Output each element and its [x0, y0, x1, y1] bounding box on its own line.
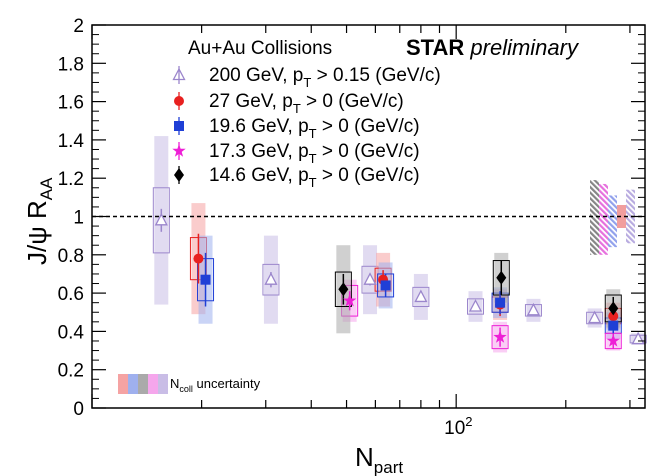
x-tick-label: 102 — [444, 414, 472, 439]
ncoll-legend-swatch — [158, 374, 168, 394]
marker-200-gev — [154, 212, 168, 226]
legend-entry-14-6-gev: 14.6 GeV, pT > 0 (GeV/c) — [209, 165, 420, 190]
marker-17-3-gev — [343, 293, 357, 307]
error-bar-layer — [160, 208, 639, 349]
ncoll-band-200-gev — [626, 189, 635, 244]
ncoll-legend-swatch — [148, 374, 158, 394]
legend-entry-27-gev: 27 GeV, pT > 0 (GeV/c) — [209, 91, 404, 116]
marker-200-gev — [363, 272, 377, 285]
sys-box-200-gev — [412, 286, 430, 308]
ncoll-legend-swatch — [128, 374, 138, 394]
y-tick-label: 0.6 — [58, 284, 84, 305]
ncoll-band-27-gev — [617, 205, 626, 228]
legend-entry-200-gev: 200 GeV, pT > 0.15 (GeV/c) — [209, 65, 441, 90]
marker-27-gev — [193, 253, 204, 264]
y-tick-label: 0.2 — [58, 361, 84, 382]
marker-200-gev — [264, 272, 278, 285]
legend-entry-17-3-gev: 17.3 GeV, pT > 0 (GeV/c) — [209, 141, 420, 166]
marker-14-6-gev — [496, 270, 507, 285]
marker-19-6-gev — [200, 274, 211, 285]
marker-200-gev — [588, 310, 602, 324]
x-axis-title: Npart — [355, 442, 403, 476]
y-tick-label: 0.8 — [58, 246, 84, 267]
ncoll-band-layer — [590, 180, 635, 255]
sys-box-200-gev — [152, 187, 170, 254]
y-tick-label: 0.4 — [58, 322, 85, 343]
legend-entry-19-6-gev: 19.6 GeV, pT > 0 (GeV/c) — [209, 116, 420, 141]
y-tick-label: 1.6 — [58, 93, 84, 114]
legend: Au+Au Collisions STAR preliminary 200 GeV,… — [118, 35, 580, 394]
sys-box-200-gev — [467, 298, 485, 315]
sys-box-14-6-gev — [334, 271, 352, 308]
marker-14-6-gev — [338, 282, 349, 297]
marker-19-6-gev — [608, 320, 619, 331]
marker-200-gev — [526, 302, 541, 316]
ncoll-legend-swatch — [118, 374, 128, 394]
marker-layer — [154, 212, 645, 347]
marker-17-3-gev — [606, 334, 620, 347]
y-tick-label: 1.8 — [58, 54, 84, 75]
sys-box-17-3-gev — [491, 325, 509, 350]
legend-header: Au+Au Collisions — [188, 38, 332, 59]
ncoll-legend-swatch — [138, 374, 148, 394]
ncoll-uncertainty-label: Ncoll uncertainty — [170, 376, 261, 394]
y-tick-label: 1.2 — [58, 169, 84, 190]
marker-19-6-gev — [495, 297, 506, 308]
marker-27-gev — [608, 311, 619, 322]
ncoll-band-19-6-gev — [608, 195, 617, 248]
ncoll-band-14-6-gev — [590, 180, 599, 255]
y-tick-label: 1.4 — [58, 131, 85, 152]
axes-layer: 0 0.2 0.4 0.6 0.8 1 1.2 1.4 1.6 1.8 2 102 Npart J/ψ R… — [22, 16, 645, 476]
y-axis-title: J/ψ RAA — [22, 177, 56, 265]
marker-17-3-gev — [493, 330, 507, 343]
ncoll-band-17-3-gev — [599, 183, 608, 255]
y-tick-label: 0 — [73, 399, 84, 420]
star-preliminary-label: STAR preliminary — [406, 35, 580, 60]
y-tick-label: 2 — [73, 16, 84, 37]
marker-200-gev — [468, 299, 483, 312]
y-tick-label: 1 — [73, 208, 84, 229]
sys-box-200-gev — [262, 263, 280, 296]
marker-14-6-gev — [608, 301, 619, 316]
marker-200-gev — [414, 289, 428, 303]
marker-19-6-gev — [380, 280, 391, 291]
